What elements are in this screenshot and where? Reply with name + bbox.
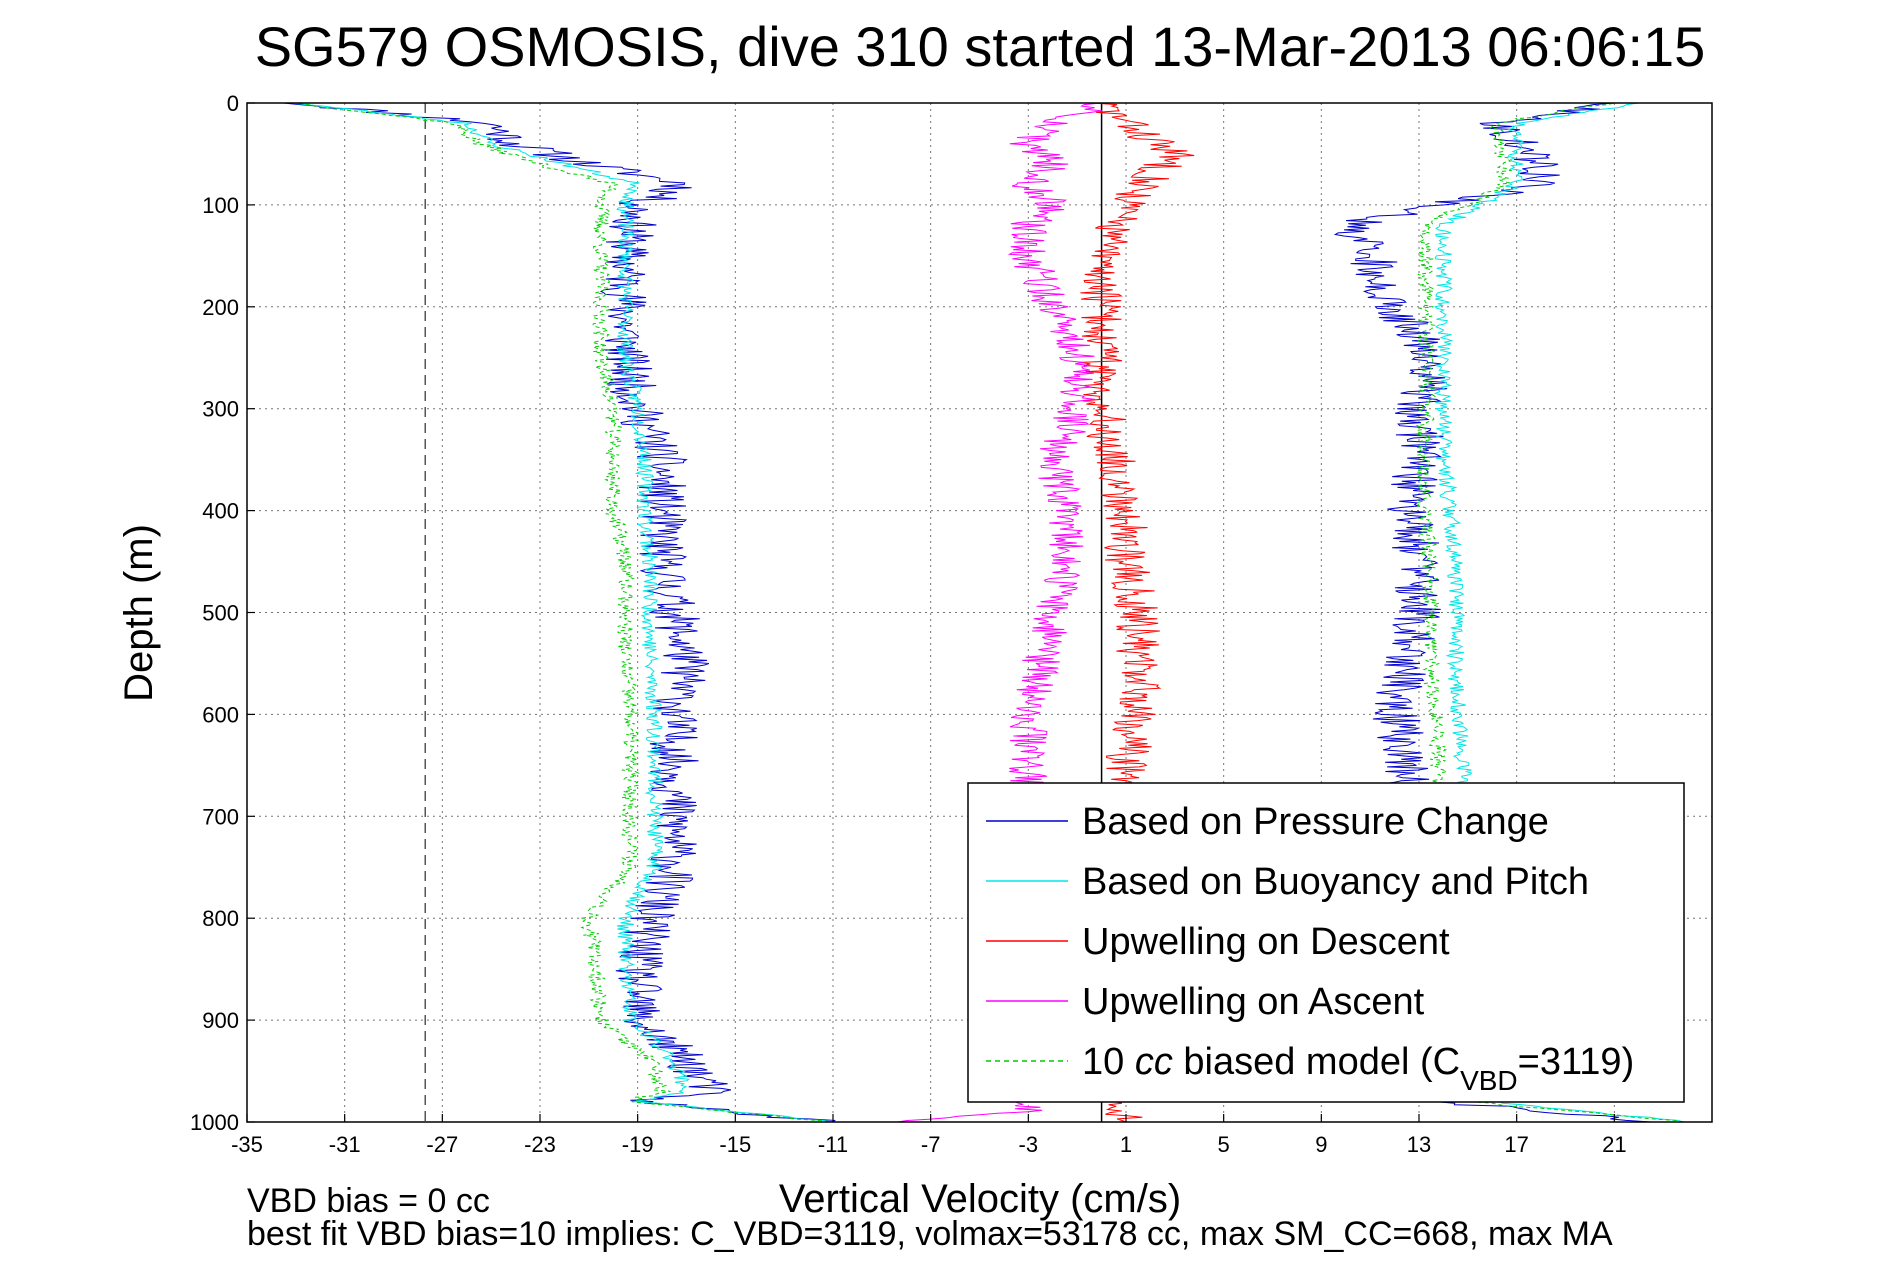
- x-tick-label: 17: [1504, 1132, 1528, 1157]
- x-tick-label: -15: [719, 1132, 751, 1157]
- x-tick-label: 9: [1315, 1132, 1327, 1157]
- y-tick-label: 700: [202, 804, 239, 829]
- x-tick-label: -31: [329, 1132, 361, 1157]
- x-tick-label: -11: [818, 1132, 848, 1157]
- y-tick-label: 200: [202, 295, 239, 320]
- footer-line-2: best fit VBD bias=10 implies: C_VBD=3119…: [247, 1215, 1613, 1253]
- x-tick-label: -19: [622, 1132, 654, 1157]
- legend-label: Based on Buoyancy and Pitch: [1082, 861, 1589, 903]
- y-tick-label: 900: [202, 1008, 239, 1033]
- legend-label: Upwelling on Descent: [1082, 921, 1450, 963]
- series-line-descent_pressure: [283, 102, 836, 1123]
- x-tick-label: -7: [921, 1132, 941, 1157]
- series-line-descent_model: [291, 102, 834, 1123]
- y-tick-label: 300: [202, 397, 239, 422]
- y-tick-label: 100: [202, 193, 239, 218]
- x-tick-label: 1: [1120, 1132, 1132, 1157]
- x-tick-label: -27: [426, 1132, 458, 1157]
- x-tick-label: 21: [1602, 1132, 1626, 1157]
- x-tick-label: -3: [1019, 1132, 1039, 1157]
- x-tick-label: -23: [524, 1132, 556, 1157]
- y-tick-label: 1000: [190, 1110, 239, 1135]
- x-tick-label: 5: [1218, 1132, 1230, 1157]
- y-tick-label: 500: [202, 601, 239, 626]
- y-tick-label: 0: [227, 91, 239, 116]
- legend-label: Upwelling on Ascent: [1082, 981, 1425, 1023]
- footer-line-1: VBD bias = 0 cc: [247, 1182, 490, 1220]
- series-line-descent_biased: [291, 102, 834, 1123]
- y-tick-label: 600: [202, 702, 239, 727]
- chart-title: SG579 OSMOSIS, dive 310 started 13-Mar-2…: [255, 15, 1706, 78]
- y-axis-ticks: 0 100 200 300 400 500 600 700 800 900 1000: [190, 91, 255, 1135]
- x-axis-label: Vertical Velocity (cm/s): [779, 1177, 1181, 1221]
- y-tick-label: 800: [202, 906, 239, 931]
- legend-box: [967, 782, 1685, 1103]
- x-tick-label: 13: [1407, 1132, 1431, 1157]
- y-tick-label: 400: [202, 499, 239, 524]
- x-axis-ticks: -35 -31 -27 -23 -19 -15 -11 -7 -3 1 5 9 13 17 21: [231, 1114, 1627, 1157]
- y-axis-label: Depth (m): [117, 524, 161, 702]
- legend-label: Based on Pressure Change: [1082, 801, 1549, 843]
- x-tick-label: -35: [231, 1132, 263, 1157]
- legend: Based on Pressure Change Based on Buoyanc…: [967, 782, 1685, 1103]
- legend-label: 10 cc biased model (CVBD=3119): [1082, 1041, 1634, 1096]
